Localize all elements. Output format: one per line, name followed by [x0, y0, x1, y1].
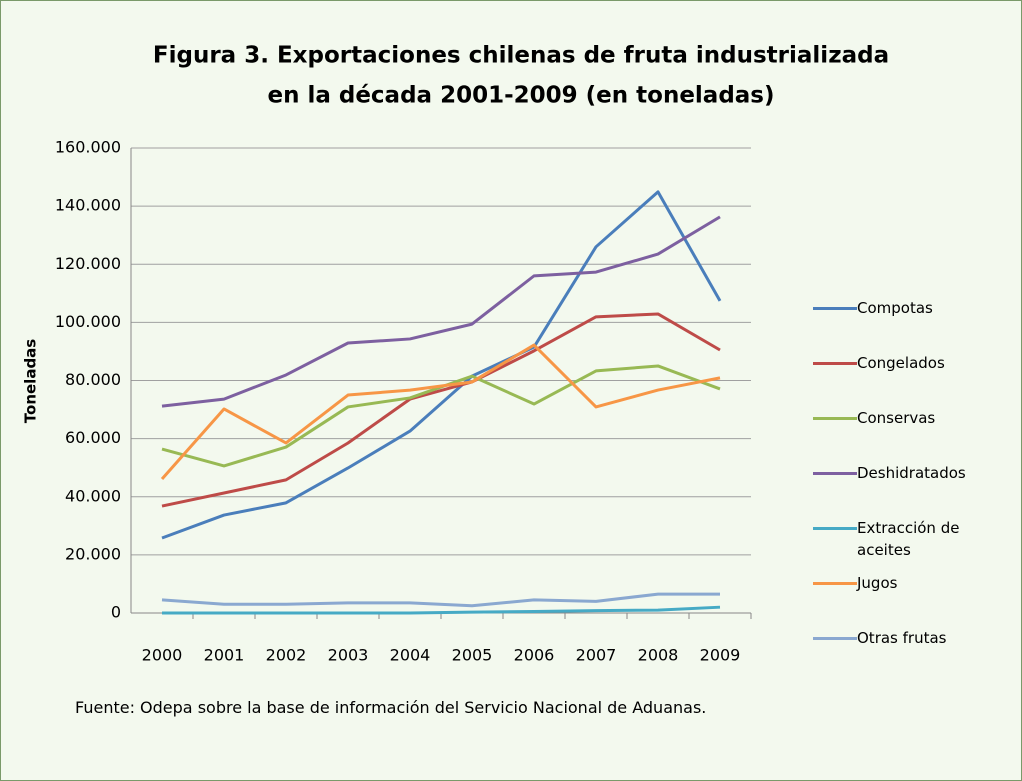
legend-label: Extracción de aceites [857, 519, 960, 559]
legend-swatch [813, 417, 857, 420]
chart-title: en la década 2001-2009 (en toneladas) [267, 83, 774, 109]
legend-label: Compotas [857, 299, 933, 317]
x-tick-label: 2002 [266, 646, 307, 665]
x-tick-label: 2000 [142, 646, 183, 665]
x-tick-label: 2004 [390, 646, 431, 665]
legend-swatch [813, 582, 857, 585]
y-tick-label: 100.000 [55, 312, 121, 331]
x-tick-label: 2001 [204, 646, 245, 665]
x-tick-label: 2008 [638, 646, 679, 665]
legend-item: Extracción de aceites [813, 517, 999, 561]
legend-label: Congelados [857, 354, 945, 372]
y-tick-label: 80.000 [65, 370, 121, 389]
chart-title: Figura 3. Exportaciones chilenas de frut… [153, 43, 889, 69]
series-line [161, 592, 720, 608]
x-tick-label: 2005 [452, 646, 493, 665]
source-note: Fuente: Odepa sobre la base de informaci… [75, 698, 707, 717]
legend-label: Otras frutas [857, 629, 947, 647]
y-tick-label: 0 [111, 603, 121, 622]
legend-label: Conservas [857, 409, 936, 427]
legend-swatch [813, 472, 857, 475]
series-line [161, 312, 721, 508]
y-tick-label: 40.000 [65, 486, 121, 505]
series-line [161, 190, 722, 540]
x-tick-label: 2003 [328, 646, 369, 665]
legend-label: Deshidratados [857, 464, 966, 482]
y-tick-label: 140.000 [55, 196, 121, 215]
series-line [161, 215, 721, 408]
legend-swatch [813, 307, 857, 310]
legend-swatch [813, 527, 857, 530]
legend-item: Deshidratados [813, 462, 999, 484]
x-tick-label: 2006 [514, 646, 555, 665]
legend-item: Jugos [813, 572, 999, 594]
x-tick-label: 2009 [700, 646, 741, 665]
legend-item: Compotas [813, 297, 999, 319]
legend-label: Jugos [857, 574, 898, 592]
legend-item: Conservas [813, 407, 999, 429]
y-axis-label: Toneladas [22, 339, 40, 424]
series-line [160, 343, 721, 481]
legend-item: Congelados [813, 352, 999, 374]
legend-swatch [813, 362, 857, 365]
y-tick-label: 160.000 [55, 138, 121, 157]
x-tick-label: 2007 [576, 646, 617, 665]
y-tick-label: 120.000 [55, 254, 121, 273]
legend-item: Otras frutas [813, 627, 999, 649]
y-tick-label: 60.000 [65, 428, 121, 447]
y-tick-label: 20.000 [65, 544, 121, 563]
legend-swatch [813, 637, 857, 640]
series-line [162, 605, 721, 615]
